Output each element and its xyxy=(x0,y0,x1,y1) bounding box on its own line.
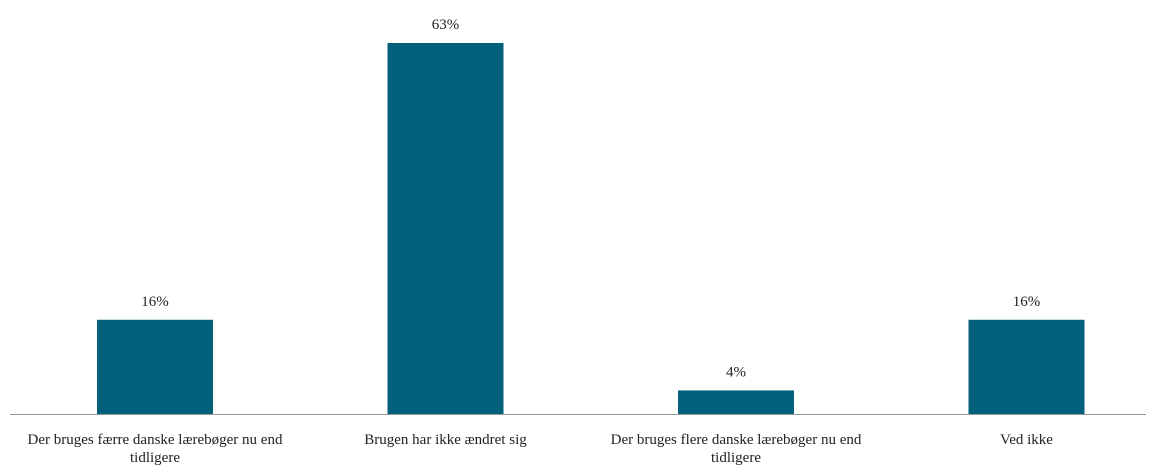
data-label: 63% xyxy=(432,17,460,33)
data-label: 16% xyxy=(141,294,169,310)
x-tick-label: Ved ikke xyxy=(1000,432,1053,448)
bar xyxy=(97,319,213,414)
bar xyxy=(387,43,504,414)
data-label: 4% xyxy=(726,364,746,380)
bar xyxy=(968,319,1085,414)
x-tick-label: Der bruges flere danske lærebøger nu end… xyxy=(610,432,862,466)
x-tick-label: Brugen har ikke ændret sig xyxy=(364,432,527,448)
data-label: 16% xyxy=(1013,294,1041,310)
bar xyxy=(678,390,794,414)
x-tick-label: Der bruges færre danske lærebøger nu end… xyxy=(27,432,283,466)
